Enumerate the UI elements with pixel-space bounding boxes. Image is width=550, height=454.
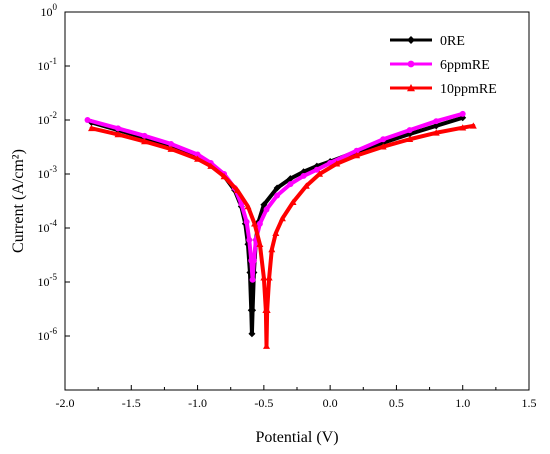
y-tick-label: 10-5 bbox=[38, 272, 58, 289]
series-6ppmRE bbox=[84, 110, 466, 283]
circle-marker bbox=[84, 117, 91, 123]
legend-label: 6ppmRE bbox=[440, 58, 490, 73]
circle-marker bbox=[250, 257, 257, 264]
circle-marker bbox=[459, 110, 466, 117]
triangle-marker bbox=[272, 229, 280, 237]
triangle-marker bbox=[114, 130, 122, 138]
triangle-marker bbox=[220, 172, 228, 180]
triangle-marker bbox=[278, 214, 286, 222]
y-tick-label: 100 bbox=[41, 2, 58, 19]
triangle-marker bbox=[207, 162, 215, 169]
triangle-marker bbox=[88, 124, 96, 132]
triangle-marker bbox=[302, 182, 310, 189]
circle-marker bbox=[249, 276, 256, 283]
diamond-marker bbox=[248, 330, 256, 338]
triangle-marker bbox=[316, 170, 324, 177]
y-tick-label: 10-6 bbox=[38, 326, 58, 343]
y-tick-label: 10-1 bbox=[38, 56, 58, 73]
circle-marker bbox=[433, 118, 440, 125]
y-axis: 10-6 10-5 10-4 10-3 10-2 10-1 100 bbox=[38, 2, 70, 343]
triangle-marker bbox=[263, 342, 271, 349]
circle-marker bbox=[115, 125, 122, 132]
triangle-marker bbox=[407, 84, 415, 92]
triangle-marker bbox=[289, 198, 297, 206]
legend-item: 0RE bbox=[390, 34, 465, 49]
circle-marker bbox=[256, 220, 263, 227]
triangle-marker bbox=[353, 152, 361, 159]
circle-marker bbox=[243, 218, 250, 225]
x-tick-label: 0.5 bbox=[389, 396, 404, 410]
diamond-marker bbox=[407, 36, 415, 44]
triangle-marker bbox=[406, 135, 414, 143]
legend-item: 10ppmRE bbox=[390, 82, 497, 97]
x-tick-label: -0.5 bbox=[254, 396, 273, 410]
series-10ppmRE bbox=[88, 122, 477, 349]
x-axis-title: Potential (V) bbox=[255, 429, 338, 446]
triangle-marker bbox=[263, 306, 271, 314]
circle-marker bbox=[380, 136, 387, 143]
triangle-marker bbox=[432, 129, 440, 136]
diamond-marker bbox=[286, 175, 294, 183]
y-tick-label: 10-3 bbox=[38, 164, 58, 181]
triangle-marker bbox=[141, 137, 149, 145]
triangle-marker bbox=[268, 245, 276, 253]
circle-marker bbox=[313, 166, 320, 173]
diamond-marker bbox=[432, 122, 440, 130]
series-layer bbox=[84, 110, 477, 349]
triangle-marker bbox=[194, 155, 202, 162]
x-tick-label: 1.5 bbox=[522, 396, 537, 410]
legend: 0RE 6ppmRE 10ppmRE bbox=[390, 34, 497, 97]
circle-marker bbox=[300, 172, 307, 179]
x-tick-label: 0.0 bbox=[323, 396, 338, 410]
circle-marker bbox=[287, 181, 294, 188]
diamond-marker bbox=[273, 184, 281, 192]
circle-marker bbox=[246, 237, 253, 243]
triangle-marker bbox=[265, 274, 273, 281]
y-axis-title: Current (A/cm²) bbox=[10, 149, 27, 253]
series-line bbox=[89, 123, 476, 349]
triangle-marker bbox=[256, 240, 264, 248]
circle-marker bbox=[238, 200, 245, 207]
legend-label: 10ppmRE bbox=[440, 82, 497, 97]
diamond-marker bbox=[260, 201, 268, 209]
legend-item: 6ppmRE bbox=[390, 58, 490, 73]
x-axis: -2.0 -1.5 -1.0 -0.5 0.0 0.5 1.0 1.5 bbox=[56, 385, 537, 410]
circle-marker bbox=[407, 60, 415, 68]
circle-marker bbox=[194, 151, 201, 158]
triangle-marker bbox=[233, 186, 241, 194]
triangle-marker bbox=[459, 124, 467, 131]
triangle-marker bbox=[379, 143, 387, 150]
y-tick-label: 10-4 bbox=[38, 218, 58, 235]
x-tick-label: -1.0 bbox=[188, 396, 207, 410]
triangle-marker bbox=[260, 274, 268, 281]
x-tick-label: -2.0 bbox=[56, 396, 75, 410]
triangle-marker bbox=[244, 203, 252, 210]
triangle-marker bbox=[333, 160, 341, 167]
legend-label: 0RE bbox=[440, 34, 465, 49]
triangle-marker bbox=[251, 220, 259, 227]
circle-marker bbox=[353, 147, 360, 154]
x-tick-label: 1.0 bbox=[455, 396, 470, 410]
circle-marker bbox=[141, 132, 148, 139]
circle-marker bbox=[274, 192, 281, 199]
triangle-marker bbox=[167, 145, 175, 152]
circle-marker bbox=[168, 140, 175, 147]
diamond-marker bbox=[249, 306, 257, 314]
circle-marker bbox=[406, 127, 413, 134]
y-tick-label: 10-2 bbox=[38, 110, 58, 127]
x-tick-label: -1.5 bbox=[122, 396, 141, 410]
triangle-marker bbox=[469, 122, 477, 129]
circle-marker bbox=[263, 206, 270, 213]
